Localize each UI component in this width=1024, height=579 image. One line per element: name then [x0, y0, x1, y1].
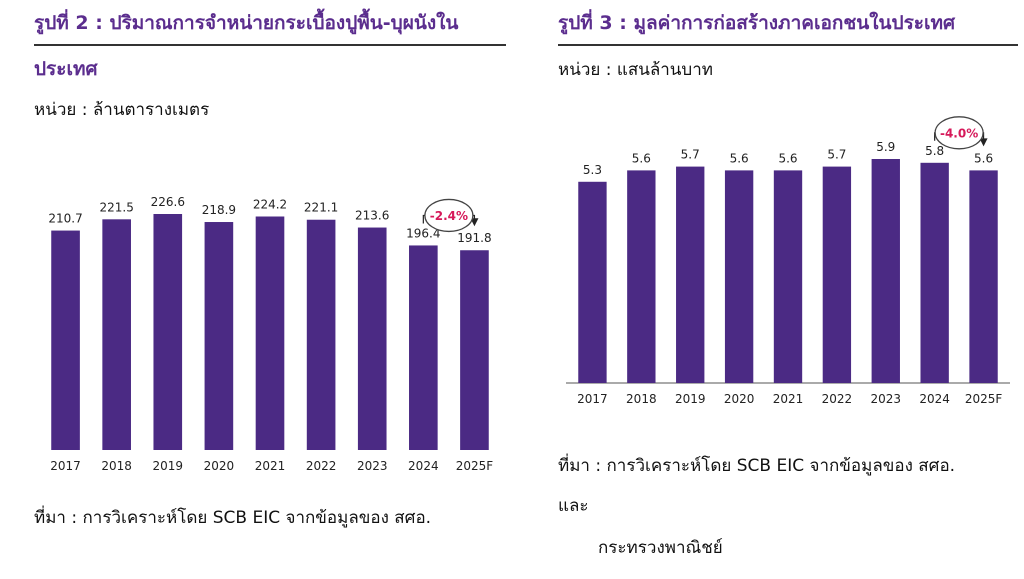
chart-title-line1: รูปที่ 2 : ปริมาณการจำหน่ายกระเบื้องปูพื…: [34, 12, 459, 34]
change-annotation: -2.4%: [422, 198, 479, 233]
data-label-2018: 221.5: [99, 200, 133, 214]
bar-2018: [102, 219, 131, 450]
bar-2017: [578, 181, 607, 383]
bar-2022: [822, 166, 852, 383]
tick-label-2018: 2018: [626, 392, 657, 406]
data-label-2023: 213.6: [355, 209, 389, 223]
tick-label-2024: 2024: [408, 459, 439, 473]
bar-2020: [204, 222, 234, 450]
tick-label-2024: 2024: [919, 392, 950, 406]
data-label-2019: 226.6: [151, 195, 185, 209]
source-note-line1: ที่มา : การวิเคราะห์โดย SCB EIC จากข้อมู…: [558, 456, 956, 476]
tick-label-2021: 2021: [773, 392, 804, 406]
bar-2024: [920, 162, 949, 383]
annotation-oval: [424, 198, 474, 233]
tick-label-2023: 2023: [357, 459, 388, 473]
bar-2024: [409, 245, 438, 450]
chart-title: รูปที่ 3 : มูลค่าการก่อสร้างภาคเอกชนในปร…: [558, 12, 956, 34]
source-note-line2: และ: [558, 496, 589, 516]
data-label-2021: 5.6: [778, 151, 797, 165]
arrow-down-icon: [979, 138, 988, 147]
tick-label-2020: 2020: [724, 392, 755, 406]
data-label-2025F: 191.8: [457, 231, 491, 245]
bar-chart-private-construction: 5.3 2017 5.6 2018 5.7 2019 5.6 2020 5.6 2021 5.7 20…: [566, 116, 1010, 406]
tick-label-2022: 2022: [822, 392, 853, 406]
unit-label: หน่วย : แสนล้านบาท: [558, 60, 713, 80]
data-label-2017: 5.3: [583, 163, 602, 177]
bar-2019: [676, 166, 705, 383]
tick-label-2018: 2018: [101, 459, 132, 473]
title-underline: [558, 44, 1018, 46]
data-label-2024: 5.8: [925, 144, 944, 158]
tick-label-2021: 2021: [255, 459, 286, 473]
data-label-2017: 210.7: [48, 212, 82, 226]
source-note: ที่มา : การวิเคราะห์โดย SCB EIC จากข้อมู…: [34, 508, 432, 528]
annotation-label: -4.0%: [940, 126, 978, 140]
annotation-label: -2.4%: [430, 209, 468, 223]
data-label-2024: 196.4: [406, 226, 440, 240]
tick-label-2025F: 2025F: [456, 459, 494, 473]
tick-label-2022: 2022: [306, 459, 337, 473]
bar-2022: [306, 219, 336, 450]
data-label-2021: 224.2: [253, 197, 287, 211]
data-label-2020: 5.6: [730, 151, 749, 165]
tick-label-2023: 2023: [871, 392, 902, 406]
data-label-2022: 5.7: [827, 148, 846, 162]
source-note-line3: กระทรวงพาณิชย์: [598, 538, 723, 558]
tick-label-2019: 2019: [675, 392, 706, 406]
data-label-2020: 218.9: [202, 203, 236, 217]
bar-2021: [773, 170, 803, 383]
tick-label-2019: 2019: [153, 459, 184, 473]
data-label-2025F: 5.6: [974, 151, 993, 165]
bar-2021: [255, 216, 285, 450]
annotation-oval: [934, 116, 984, 150]
data-label-2019: 5.7: [681, 148, 700, 162]
bar-2023: [357, 227, 387, 450]
unit-label: หน่วย : ล้านตารางเมตร: [34, 100, 210, 120]
data-label-2022: 221.1: [304, 201, 338, 215]
title-underline: [34, 44, 506, 46]
bar-2020: [724, 170, 754, 383]
bar-chart-tile-sales: 210.7 2017 221.5 2018 226.6 2019 218.9 2020 224.…: [48, 195, 494, 473]
bar-2017: [51, 230, 80, 450]
tick-label-2017: 2017: [577, 392, 608, 406]
data-label-2018: 5.6: [632, 151, 651, 165]
tick-label-2020: 2020: [204, 459, 235, 473]
change-annotation: -4.0%: [934, 116, 988, 150]
bar-2025F: [460, 250, 489, 450]
bar-2019: [153, 214, 183, 450]
data-label-2023: 5.9: [876, 140, 895, 154]
tick-label-2017: 2017: [50, 459, 81, 473]
bar-2023: [871, 159, 900, 383]
bar-2025F: [969, 170, 998, 383]
bar-2018: [627, 170, 656, 383]
tick-label-2025F: 2025F: [965, 392, 1003, 406]
chart-title-line2: ประเทศ: [34, 58, 98, 80]
